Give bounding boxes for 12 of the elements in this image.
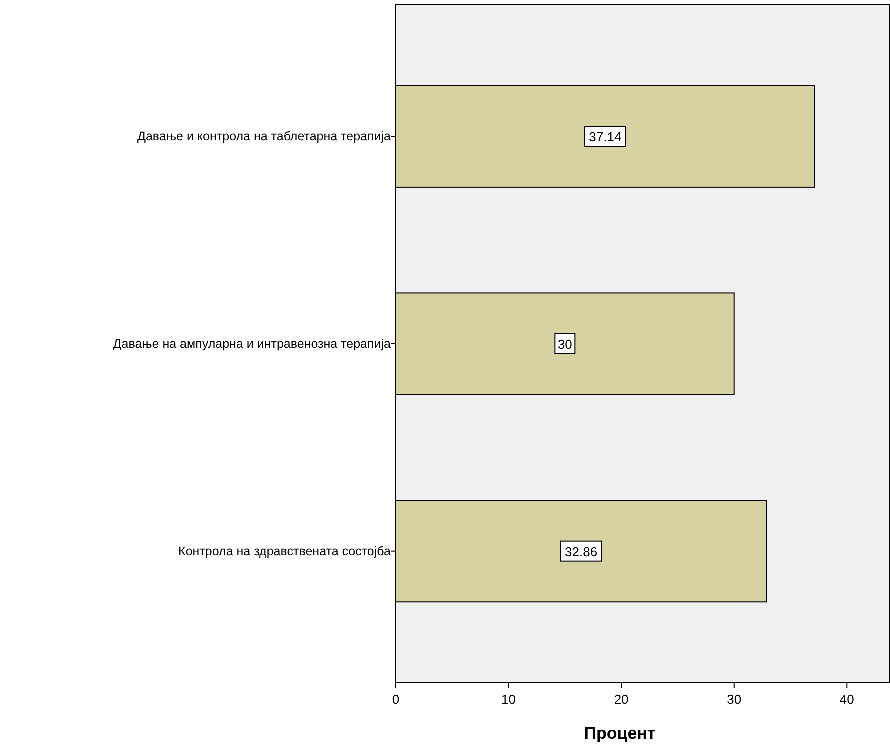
data-label: 37.14	[589, 130, 622, 145]
x-tick-label: 10	[502, 692, 516, 707]
x-axis-title: Процент	[584, 724, 656, 743]
x-tick-label: 20	[614, 692, 629, 707]
x-tick-label: 0	[392, 692, 400, 707]
y-tick-label: Давање на ампуларна и интравенозна терапија	[113, 337, 392, 351]
x-tick-label: 30	[727, 692, 742, 707]
y-tick-label: Контрола на здравствената состојба	[178, 544, 392, 558]
x-tick-label: 40	[840, 692, 854, 707]
data-label: 30	[558, 337, 572, 352]
y-tick-label: Давање и контрола на таблетарна терапија	[138, 130, 392, 144]
data-label: 32.86	[565, 544, 598, 560]
